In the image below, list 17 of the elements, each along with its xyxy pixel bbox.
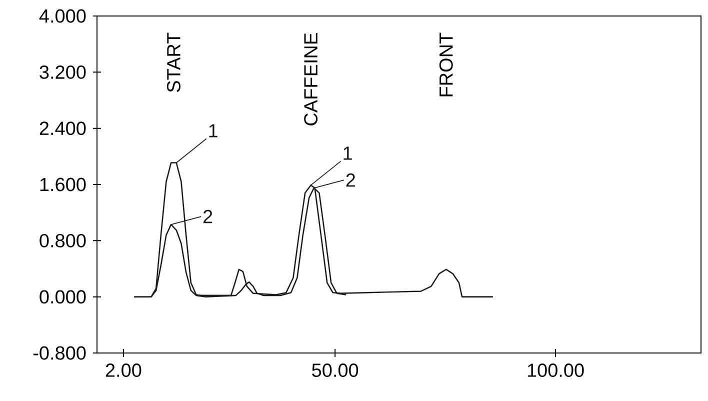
y-tick-label: 2.400 bbox=[40, 122, 86, 136]
x-tick-label: 100.00 bbox=[528, 364, 584, 377]
x-tick-label: 2.00 bbox=[106, 364, 142, 377]
text: 1 bbox=[344, 146, 352, 160]
y-tick-label: 0.800 bbox=[40, 234, 86, 248]
y-tick-label: 3.200 bbox=[40, 65, 86, 79]
y-tick-label: -0.800 bbox=[33, 346, 86, 360]
text: 1 bbox=[209, 124, 218, 138]
y-tick-label: 1.600 bbox=[40, 178, 86, 192]
x-tick-label: 50.00 bbox=[312, 364, 358, 377]
y-tick-label: 0.000 bbox=[40, 290, 86, 304]
annotation: CAFFEINE bbox=[304, 33, 318, 126]
annotation: START bbox=[166, 32, 180, 92]
text: 2 bbox=[346, 173, 355, 187]
y-tick-label: 4.000 bbox=[39, 9, 86, 23]
legend-label: 2 bbox=[203, 210, 212, 224]
annotation: FRONT bbox=[439, 32, 453, 96]
